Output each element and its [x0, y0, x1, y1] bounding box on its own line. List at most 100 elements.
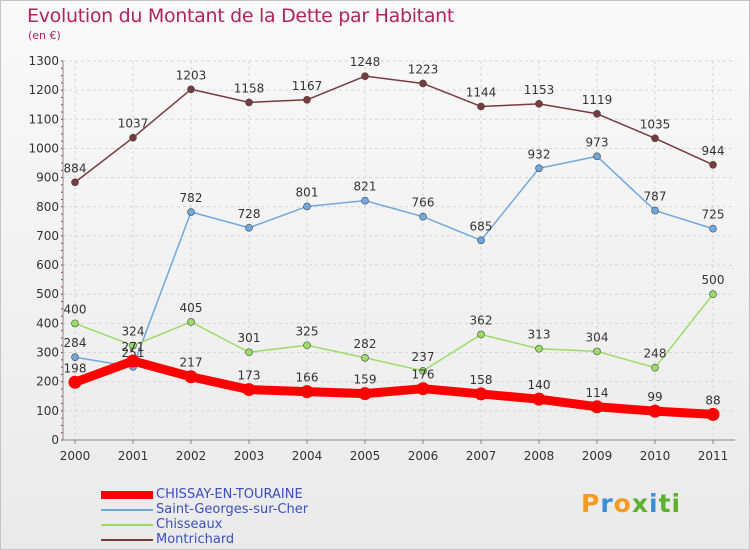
series-line — [74, 75, 714, 183]
data-label: 1144 — [466, 85, 497, 99]
data-label: 304 — [586, 330, 609, 344]
x-tick-label: 2009 — [582, 449, 613, 463]
data-label: 1248 — [350, 55, 381, 69]
data-point — [126, 354, 140, 368]
data-label: 1035 — [640, 117, 671, 131]
y-tick-label: 1200 — [28, 83, 59, 97]
logo-letter: r — [600, 489, 614, 518]
data-label: 685 — [470, 219, 493, 233]
data-label: 166 — [296, 371, 319, 385]
data-label: 400 — [64, 302, 87, 316]
data-label: 1158 — [234, 81, 265, 95]
data-label: 284 — [64, 336, 87, 350]
y-tick-label: 500 — [36, 287, 59, 301]
x-tick-label: 2011 — [698, 449, 729, 463]
data-point — [303, 202, 311, 211]
y-tick-label: 300 — [36, 346, 59, 360]
data-point — [358, 387, 372, 401]
y-tick-label: 900 — [36, 171, 59, 185]
data-label: 88 — [705, 393, 720, 407]
x-tick-label: 2000 — [60, 449, 91, 463]
legend-swatch — [101, 524, 153, 526]
data-point — [184, 370, 198, 384]
data-label: 237 — [412, 350, 435, 364]
data-point — [187, 85, 195, 94]
data-point — [129, 341, 137, 350]
data-label: 176 — [412, 368, 435, 382]
data-point — [71, 178, 79, 187]
data-label: 1167 — [292, 79, 323, 93]
data-label: 301 — [238, 331, 261, 345]
y-tick-label: 1100 — [28, 112, 59, 126]
data-point — [651, 206, 659, 215]
data-point — [303, 341, 311, 350]
data-point — [71, 319, 79, 328]
data-point — [129, 133, 137, 142]
data-point — [593, 152, 601, 161]
data-point — [709, 160, 717, 169]
data-point — [303, 95, 311, 104]
data-point — [361, 196, 369, 205]
data-point — [361, 353, 369, 362]
data-point — [474, 387, 488, 401]
data-label: 821 — [354, 180, 377, 194]
data-label: 801 — [296, 185, 319, 199]
data-point — [245, 223, 253, 232]
x-tick-label: 2005 — [350, 449, 381, 463]
chart-title: Evolution du Montant de la Dette par Hab… — [27, 5, 455, 27]
data-label: 251 — [122, 346, 145, 360]
data-point — [477, 330, 485, 339]
data-point — [245, 98, 253, 107]
data-label: 1153 — [524, 83, 555, 97]
data-label: 766 — [412, 196, 435, 210]
y-tick-label: 1300 — [28, 54, 59, 68]
series-line — [74, 293, 714, 372]
data-label: 725 — [702, 208, 725, 222]
data-point — [593, 347, 601, 356]
y-tick-label: 100 — [36, 404, 59, 418]
y-tick-label: 1000 — [28, 141, 59, 155]
y-tick-label: 800 — [36, 200, 59, 214]
x-tick-label: 2006 — [408, 449, 439, 463]
data-point — [651, 134, 659, 143]
data-point — [648, 404, 662, 418]
data-label: 325 — [296, 324, 319, 338]
data-label: 362 — [470, 313, 493, 327]
data-point — [300, 385, 314, 399]
data-point — [419, 79, 427, 88]
data-point — [651, 363, 659, 372]
data-label: 140 — [528, 378, 551, 392]
data-label: 944 — [702, 144, 725, 158]
data-point — [593, 109, 601, 118]
legend-label: CHISSAY-EN-TOURAINE — [156, 487, 303, 502]
x-tick-label: 2008 — [524, 449, 555, 463]
data-label: 728 — [238, 207, 261, 221]
data-label: 99 — [647, 390, 662, 404]
data-label: 405 — [180, 301, 203, 315]
data-label: 500 — [702, 273, 725, 287]
series-line — [73, 356, 714, 419]
data-point — [361, 72, 369, 80]
data-label: 158 — [470, 373, 493, 387]
legend-swatch — [101, 491, 153, 499]
data-label: 159 — [354, 373, 377, 387]
data-label: 173 — [238, 369, 261, 383]
data-point — [245, 348, 253, 357]
y-tick-label: 700 — [36, 229, 59, 243]
y-tick-label: 600 — [36, 258, 59, 272]
data-label: 787 — [644, 190, 667, 204]
data-point — [187, 208, 195, 216]
x-tick-label: 2002 — [176, 449, 207, 463]
data-label: 313 — [528, 328, 551, 342]
x-tick-label: 2010 — [640, 449, 671, 463]
legend-label: Montrichard — [156, 532, 235, 547]
data-point — [532, 392, 546, 406]
data-label: 217 — [180, 356, 203, 370]
data-point — [709, 224, 717, 233]
proxiti-logo: Proxiti — [581, 489, 681, 518]
legend-label: Chisseaux — [156, 517, 223, 532]
data-label: 282 — [354, 337, 377, 351]
data-point — [419, 212, 427, 221]
